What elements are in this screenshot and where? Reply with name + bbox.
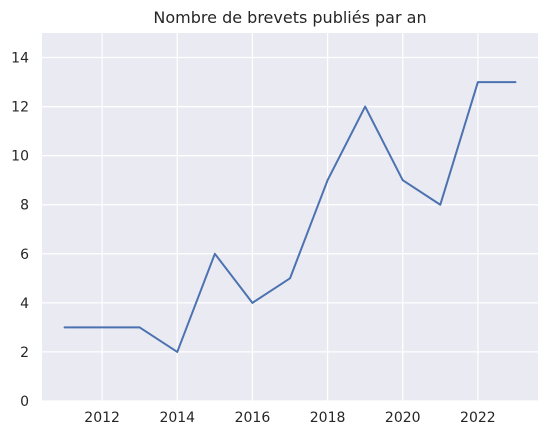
x-tick-label: 2022 xyxy=(460,410,496,426)
x-tick-label: 2020 xyxy=(385,410,421,426)
y-tick-label: 10 xyxy=(11,149,29,165)
x-tick-label: 2016 xyxy=(235,410,271,426)
chart-title: Nombre de brevets publiés par an xyxy=(153,8,426,27)
x-axis: 2012 2014 2016 2018 2020 2022 xyxy=(84,410,495,426)
plot-area xyxy=(42,33,538,401)
y-tick-label: 14 xyxy=(11,51,29,67)
y-tick-label: 4 xyxy=(20,296,29,312)
x-tick-label: 2012 xyxy=(84,410,120,426)
x-tick-label: 2014 xyxy=(159,410,195,426)
y-tick-label: 6 xyxy=(20,247,29,263)
y-tick-label: 0 xyxy=(20,394,29,410)
y-axis: 0 2 4 6 8 10 12 14 xyxy=(11,51,29,410)
y-tick-label: 12 xyxy=(11,100,29,116)
y-tick-label: 8 xyxy=(20,198,29,214)
x-tick-label: 2018 xyxy=(310,410,346,426)
y-tick-label: 2 xyxy=(20,345,29,361)
